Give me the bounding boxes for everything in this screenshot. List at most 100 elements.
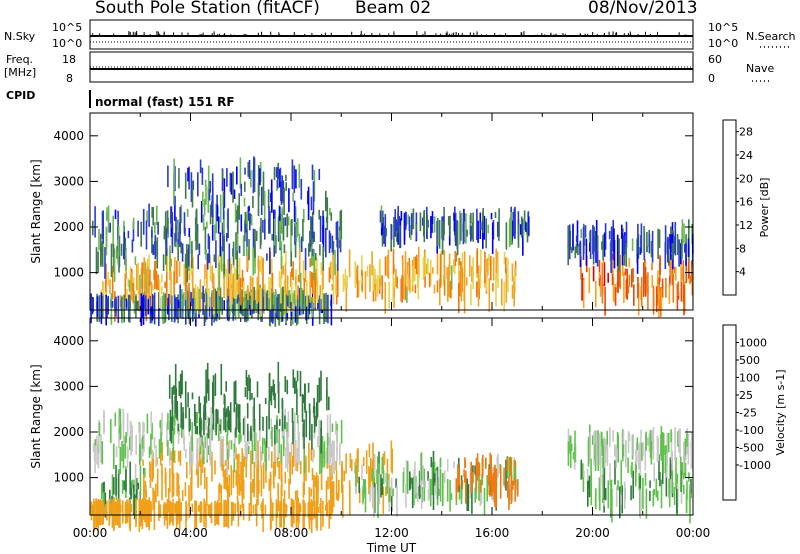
echo-cell (388, 487, 391, 502)
echo-cell (277, 361, 280, 388)
echo-cell (156, 457, 158, 466)
echo-cell (232, 470, 235, 488)
echo-cell (298, 505, 301, 514)
echo-cell (293, 290, 296, 304)
echo-cell (482, 220, 484, 249)
echo-cell (480, 222, 482, 230)
echo-cell (255, 230, 258, 241)
echo-cell (117, 473, 120, 501)
echo-cell (161, 274, 163, 283)
echo-cell (239, 297, 242, 314)
echo-cell (344, 269, 347, 284)
echo-cell (679, 428, 681, 457)
echo-cell (217, 503, 220, 513)
echo-cell (179, 450, 182, 466)
echo-cell (526, 222, 529, 243)
echo-cell (246, 214, 248, 247)
echo-cell (650, 441, 653, 465)
echo-cell (393, 287, 395, 297)
echo-cell (337, 237, 339, 271)
echo-cell (672, 273, 675, 303)
echo-cell (360, 275, 363, 284)
echo-cell (292, 261, 294, 281)
echo-cell (574, 246, 577, 259)
echo-cell (482, 454, 484, 478)
echo-cell (616, 234, 619, 267)
echo-cell (364, 479, 367, 495)
echo-cell (125, 247, 127, 271)
echo-cell (396, 221, 398, 242)
echo-cell (208, 288, 210, 307)
cpid-text: normal (fast) 151 RF (95, 95, 235, 109)
echo-cell (421, 217, 424, 226)
echo-cell (356, 449, 359, 483)
echo-cell (337, 267, 339, 298)
echo-cell (469, 255, 471, 277)
colorbar-frame (722, 324, 737, 501)
echo-cell (572, 224, 574, 251)
echo-cell (222, 228, 224, 252)
echo-cell (465, 213, 467, 244)
echo-cell (311, 273, 314, 294)
echo-cell (318, 209, 320, 220)
echo-cell (203, 396, 206, 414)
echo-cell (204, 179, 207, 187)
echo-cell (185, 449, 187, 459)
echo-cell (98, 500, 101, 522)
echo-cell (653, 462, 655, 482)
echo-cell (310, 502, 312, 521)
echo-cell (129, 436, 131, 450)
echo-cell (100, 292, 103, 324)
echo-cell (655, 478, 658, 498)
echo-cell (615, 485, 618, 507)
echo-cell (333, 441, 335, 474)
echo-cell (572, 452, 575, 460)
echo-cell (424, 268, 426, 288)
echo-cell (259, 226, 262, 249)
echo-cell (200, 457, 202, 486)
echo-cell (657, 288, 659, 306)
echo-cell (167, 297, 169, 315)
echo-cell (632, 267, 634, 283)
echo-cell (126, 412, 129, 437)
echo-cell (219, 502, 221, 515)
echo-cell (257, 255, 260, 289)
echo-cell (215, 291, 218, 303)
echo-cell (152, 297, 155, 312)
echo-cell (282, 265, 285, 275)
echo-cell (264, 218, 266, 240)
echo-cell (125, 469, 127, 492)
echo-cell (683, 284, 685, 316)
echo-cell (568, 224, 571, 249)
echo-cell (98, 419, 100, 454)
echo-cell (212, 375, 215, 405)
echo-cell (145, 220, 148, 250)
echo-cell (507, 258, 509, 293)
echo-cell (255, 499, 258, 527)
echo-cell (291, 218, 293, 236)
echo-cell (95, 247, 98, 275)
echo-cell (379, 259, 381, 277)
echo-cell (511, 479, 513, 502)
echo-cell (313, 249, 315, 280)
echo-cell (180, 502, 182, 522)
echo-cell (358, 488, 361, 504)
echo-cell (248, 502, 251, 522)
echo-cell (114, 299, 116, 309)
echo-cell (480, 249, 482, 271)
echo-cell (252, 479, 254, 493)
echo-cell (312, 477, 315, 492)
echo-cell (637, 443, 640, 470)
echo-cell (276, 503, 279, 518)
echo-cell (688, 472, 690, 482)
echo-cell (120, 504, 122, 513)
echo-cell (283, 280, 286, 310)
echo-cell (609, 463, 611, 486)
echo-cell (287, 443, 290, 464)
echo-cell (197, 286, 199, 311)
echo-cell (311, 297, 313, 318)
echo-cell (479, 479, 482, 493)
echo-cell (581, 273, 583, 301)
echo-cell (401, 275, 403, 303)
